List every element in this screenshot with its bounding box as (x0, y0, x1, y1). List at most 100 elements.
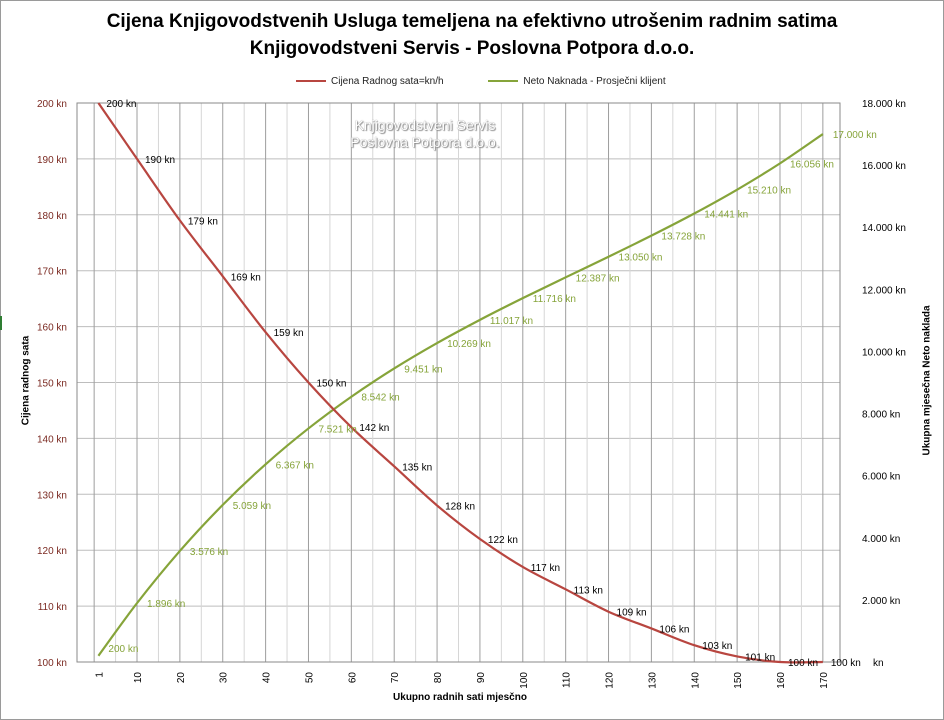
y-left-ticks: 100 kn 110 kn 120 kn 130 kn 140 kn 150 kn 160 … (37, 99, 67, 669)
y-right-tick-label: 4.000 kn (862, 534, 900, 545)
chart-title-line-2: Knjigovodstveni Servis - Poslovna Potpor… (249, 38, 695, 59)
data-label-price: 100 kn (831, 658, 861, 669)
data-label-price: 169 kn (231, 272, 261, 283)
series-line-price (97, 102, 823, 664)
series-line-net (97, 133, 824, 657)
y-right-tick-label: 18.000 kn (862, 99, 906, 110)
x-tick-label: 10 (133, 672, 144, 684)
data-label-price: 159 kn (274, 328, 304, 339)
y-right-tick-label: 12.000 kn (862, 285, 906, 296)
legend-swatch-price (296, 80, 326, 82)
y-left-tick-label: 200 kn (37, 99, 67, 110)
data-label-price: 135 kn (402, 462, 432, 473)
data-label-net: 15.210 kn (747, 186, 791, 197)
x-tick-label: 120 (605, 672, 616, 689)
y-axis-left-title: Cijena radnog sata (20, 335, 32, 426)
data-label-net: 13.050 kn (619, 253, 663, 264)
legend-item-net: Neto Naknada - Prosječni klijent (488, 75, 666, 87)
y-left-tick-label: 130 kn (37, 490, 67, 501)
x-tick-label: 110 (562, 672, 573, 688)
data-label-net: 11.017 kn (490, 316, 533, 327)
watermark-line-1: Knjigovodstveni Servis (354, 117, 496, 133)
data-label-net: 7.521 kn (318, 424, 356, 435)
x-tick-label: 40 (262, 672, 273, 684)
data-label-price: 101 kn (745, 652, 775, 663)
y-right-tick-label: 10.000 kn (862, 347, 906, 358)
y-right-tick-label: 16.000 kn (862, 161, 906, 172)
x-tick-label: 60 (347, 672, 358, 684)
y-right-tick-label: 2.000 kn (862, 596, 900, 607)
legend: Cijena Radnog sata=kn/h Neto Naknada - P… (296, 74, 708, 87)
data-label-net: 5.059 kn (233, 501, 271, 512)
y-left-tick-label: 110 kn (38, 602, 67, 613)
data-label-price: 142 kn (359, 423, 389, 434)
data-label-price: 103 kn (702, 641, 732, 652)
y-left-tick-label: 140 kn (37, 434, 67, 445)
data-label-net: 3.576 kn (190, 547, 228, 558)
x-tick-label: 70 (390, 672, 401, 684)
data-label-net: 11.716 kn (533, 294, 576, 305)
y-left-tick-label: 170 kn (37, 267, 67, 278)
x-tick-label: 1 (94, 672, 105, 678)
data-label-price: 122 kn (488, 535, 518, 546)
series-net (97, 133, 824, 657)
data-label-price: 113 kn (574, 585, 603, 596)
legend-swatch-net (488, 80, 519, 82)
y-left-tick-label: 190 kn (37, 155, 67, 166)
data-label-price: 190 kn (145, 155, 175, 166)
data-label-price: 128 kn (445, 501, 475, 512)
legend-label-net: Neto Naknada - Prosječni klijent (523, 75, 666, 87)
legend-label-price: Cijena Radnog sata=kn/h (331, 75, 444, 87)
x-tick-label: 150 (733, 672, 744, 689)
legend-item-price: Cijena Radnog sata=kn/h (296, 76, 444, 87)
x-tick-label: 170 (819, 672, 830, 689)
selection-marker (0, 316, 2, 330)
x-tick-label: 30 (219, 672, 230, 684)
x-ticks: 1 10 20 30 40 50 60 70 80 90 100 110 120 130 140 150 160… (94, 672, 829, 689)
x-tick-label: 80 (433, 672, 444, 684)
chart-title-line-1: Cijena Knjigovodstvenih Usluga temeljena… (106, 11, 838, 32)
data-label-net: 200 kn (108, 644, 138, 655)
data-label-price: 179 kn (188, 216, 218, 227)
data-label-price: 106 kn (659, 624, 689, 635)
chart-title: Cijena Knjigovodstvenih Usluga temeljena… (0, 8, 944, 62)
x-tick-label: 160 (776, 672, 787, 689)
y-right-ticks: kn 2.000 kn 4.000 kn 6.000 kn 8.000 kn 10.000… (862, 99, 906, 669)
data-label-price: 117 kn (531, 563, 560, 574)
grid (77, 102, 840, 663)
data-label-net: 16.056 kn (790, 159, 834, 170)
x-tick-label: 90 (476, 672, 487, 684)
y-right-tick-label: 8.000 kn (862, 410, 900, 421)
x-tick-label: 50 (304, 672, 315, 684)
axes (76, 102, 841, 663)
x-tick-label: 140 (690, 672, 701, 689)
x-axis-title: Ukupno radnih sati mjesčno (393, 692, 527, 703)
y-right-tick-label: kn (873, 658, 884, 669)
data-labels-price: 200 kn 190 kn 179 kn 169 kn 159 kn 150 kn 142 … (106, 99, 860, 669)
y-left-tick-label: 150 kn (37, 379, 67, 390)
x-tick-label: 130 (647, 672, 658, 689)
y-left-tick-label: 120 kn (37, 546, 67, 557)
data-label-net: 10.269 kn (447, 339, 491, 350)
y-right-tick-label: 6.000 kn (862, 472, 900, 483)
x-tick-label: 20 (176, 672, 187, 684)
watermark: Knjigovodstveni Servis Poslovna Potpora … (330, 117, 520, 151)
y-right-tick-label: 14.000 kn (862, 223, 906, 234)
data-label-net: 1.896 kn (147, 599, 185, 610)
data-label-net: 9.451 kn (404, 364, 442, 375)
data-label-price: 150 kn (316, 379, 346, 390)
data-label-net: 17.000 kn (833, 130, 877, 141)
y-left-tick-label: 160 kn (37, 323, 67, 334)
y-axis-right-title: Ukupna mjesečna Neto naklada (921, 305, 933, 456)
y-left-tick-label: 180 kn (37, 211, 67, 222)
data-label-net: 6.367 kn (276, 460, 314, 471)
y-left-tick-label: 100 kn (37, 658, 67, 669)
data-label-net: 12.387 kn (576, 273, 620, 284)
data-label-net: 13.728 kn (661, 232, 705, 243)
data-label-price: 100 kn (788, 658, 818, 669)
data-label-net: 8.542 kn (361, 393, 399, 404)
x-tick-label: 100 (519, 672, 530, 689)
data-label-net: 14.441 kn (704, 210, 748, 221)
